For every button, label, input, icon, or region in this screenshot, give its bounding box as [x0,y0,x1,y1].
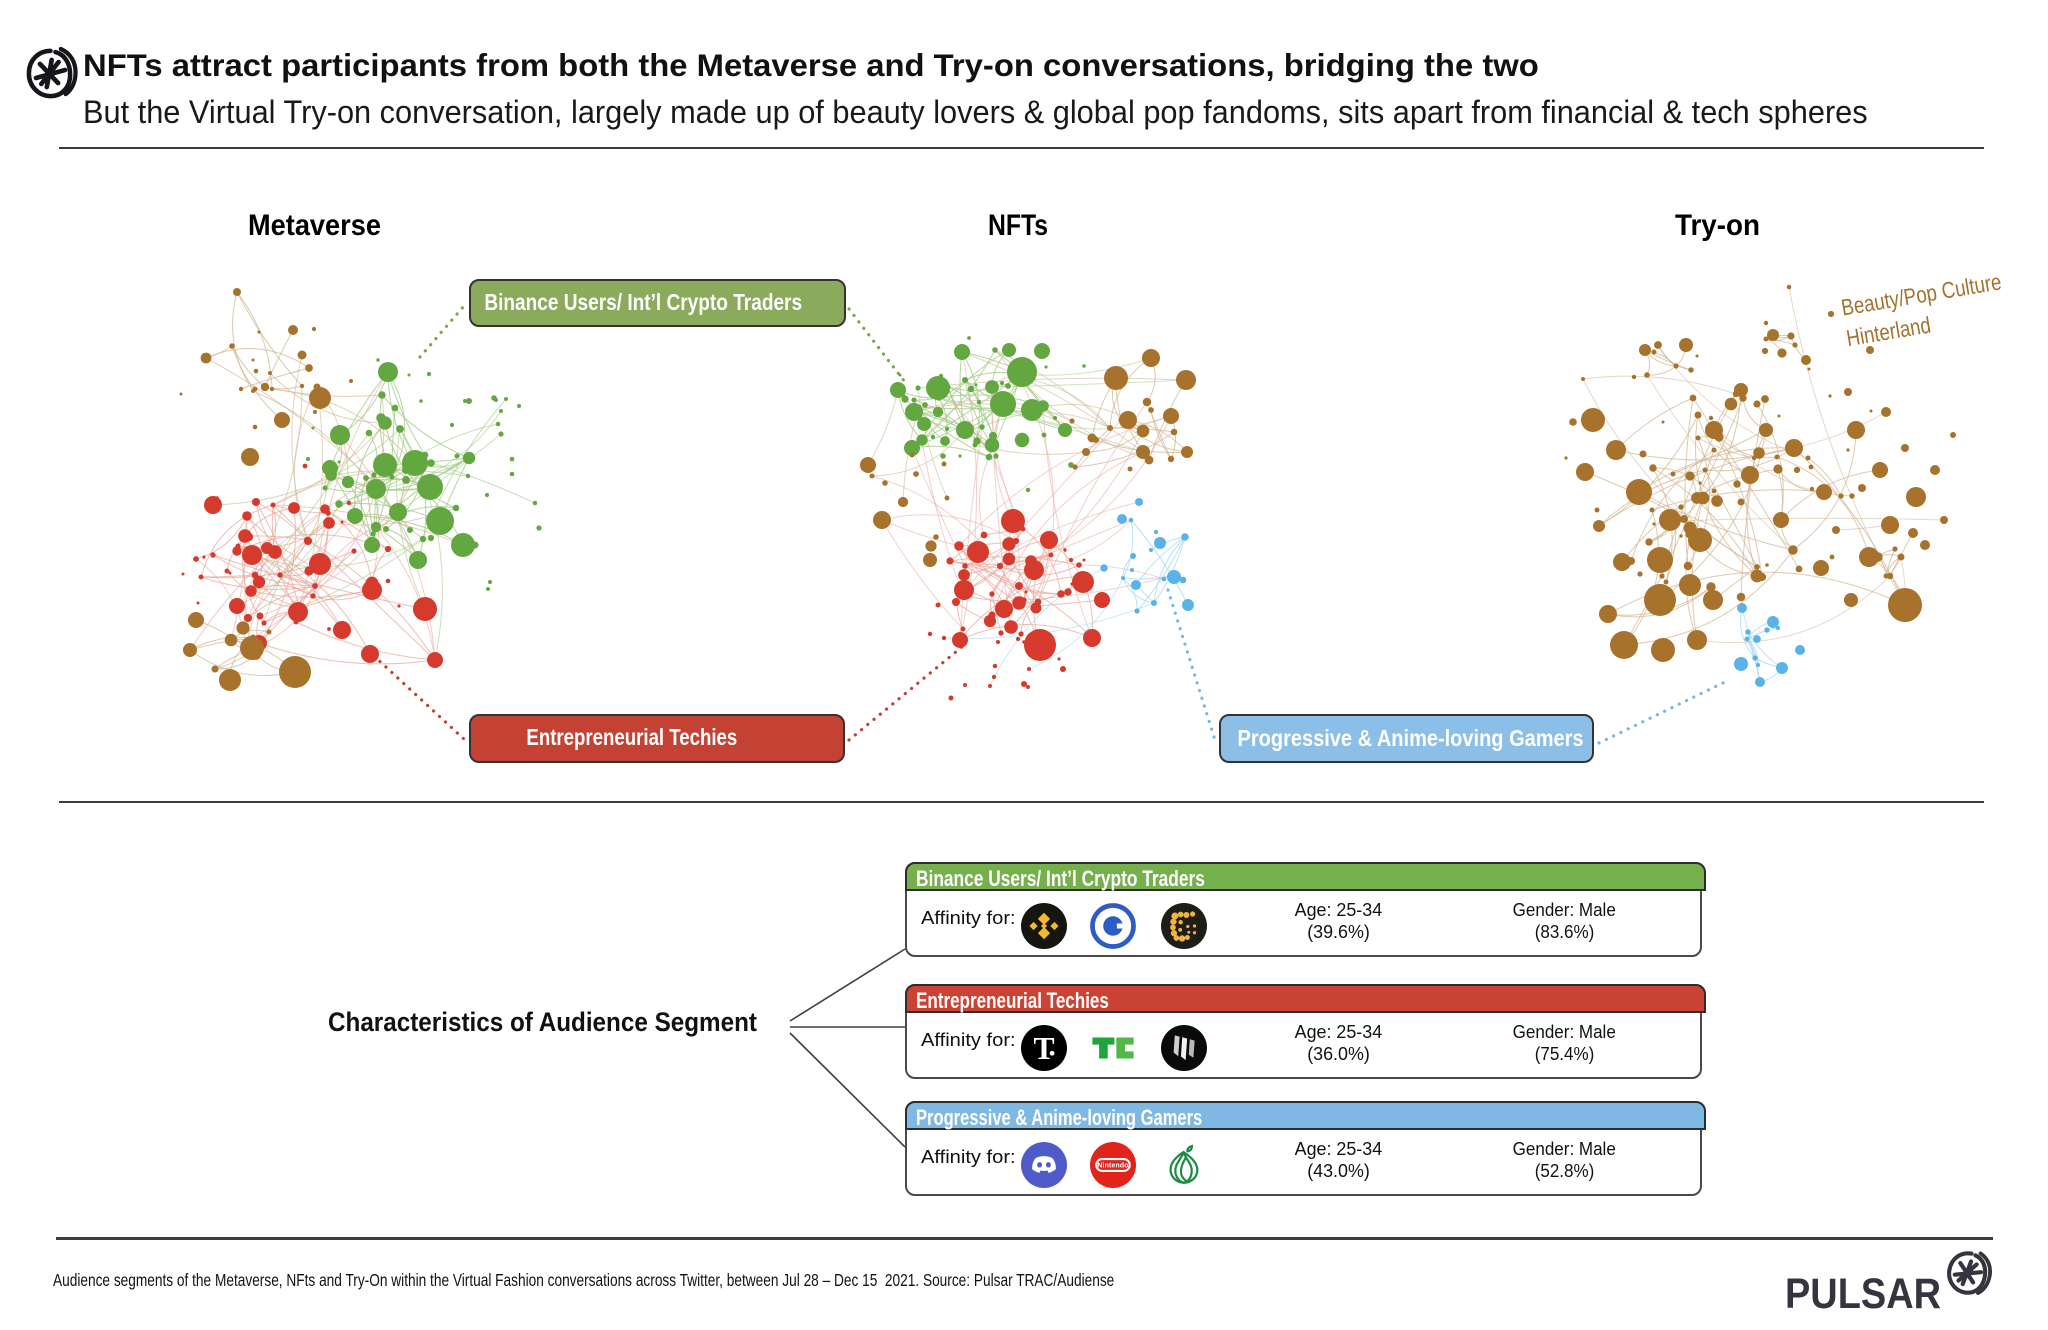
svg-text:T: T [1033,1031,1054,1066]
svg-text:Nintendo: Nintendo [1097,1162,1128,1169]
